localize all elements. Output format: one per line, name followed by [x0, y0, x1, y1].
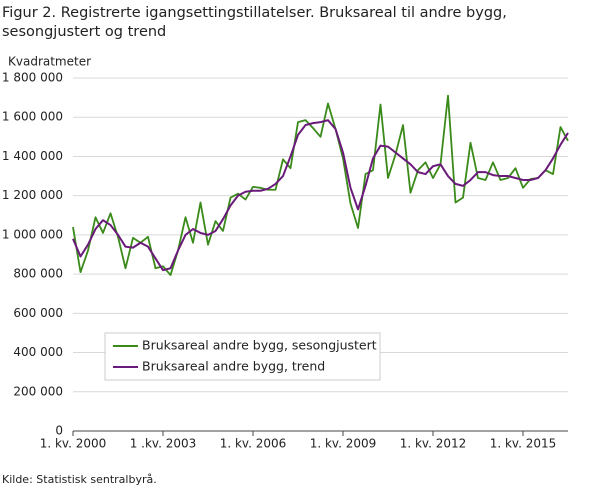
y-axis-label: Kvadratmeter: [8, 55, 91, 69]
y-tick-label: 1 800 000: [2, 71, 63, 85]
x-tick-label: 1. kv. 2006: [220, 437, 287, 451]
chart-title: Figur 2. Registrerte igangsettingstillat…: [2, 5, 507, 40]
legend-box: [104, 332, 381, 381]
legend-label: Bruksareal andre bygg, trend: [142, 359, 325, 374]
x-tick-label: 1. kv. 2015: [490, 437, 557, 451]
y-tick-label: 1 200 000: [2, 188, 63, 202]
legend-label: Bruksareal andre bygg, sesongjustert: [142, 338, 377, 353]
y-tick-label: 200 000: [13, 384, 63, 398]
x-tick-label: 1. kv. 2009: [310, 437, 377, 451]
x-tick-label: 1. kv. 2000: [40, 437, 107, 451]
series-line: [72, 94, 569, 276]
y-tick-label: 800 000: [13, 267, 63, 281]
y-tick-label: 1 600 000: [2, 110, 63, 124]
x-tick-label: 1. kv. 2012: [400, 437, 467, 451]
y-tick-label: 400 000: [13, 345, 63, 359]
y-tick-label: 1 000 000: [2, 227, 63, 241]
series-line: [72, 119, 569, 272]
x-tick-label: 1 .kv. 2003: [130, 437, 197, 451]
y-tick-label: 1 400 000: [2, 149, 63, 163]
y-tick-label: 600 000: [13, 306, 63, 320]
source: Kilde: Statistisk sentralbyrå.: [2, 473, 157, 486]
y-tick-label: 0: [55, 424, 63, 438]
